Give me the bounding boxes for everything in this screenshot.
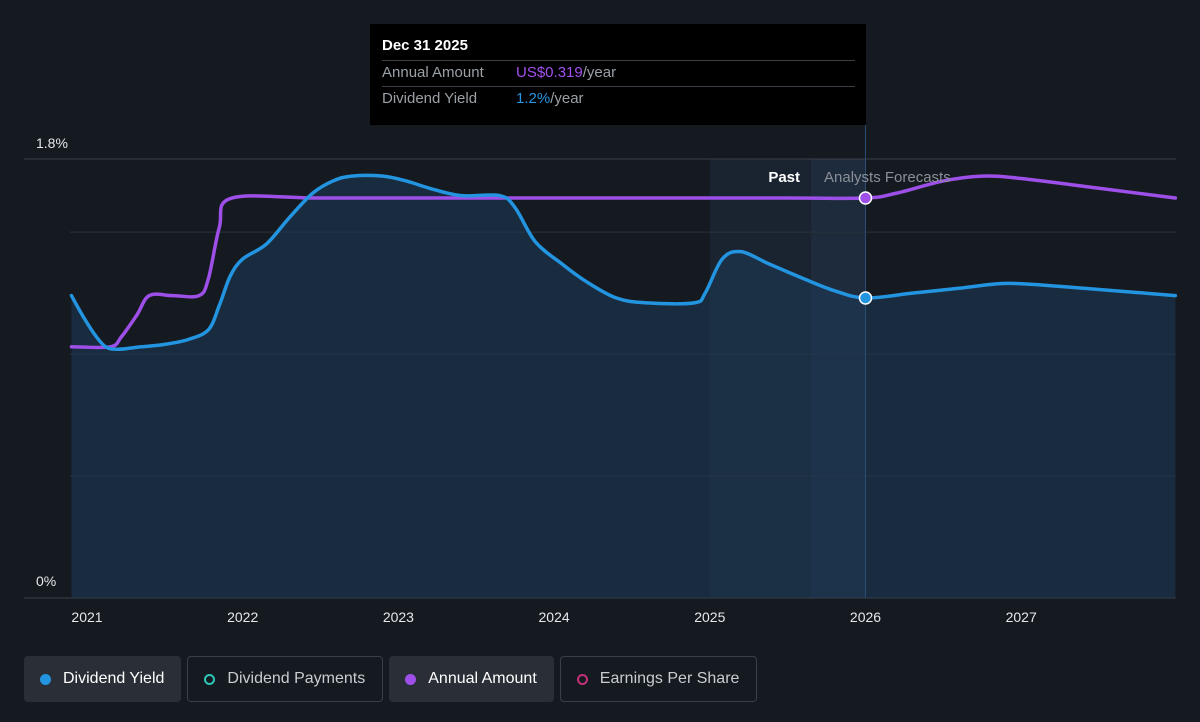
tooltip-row-dividend-yield: Dividend Yield 1.2% /year xyxy=(382,86,855,112)
x-tick-label: 2022 xyxy=(227,609,258,625)
dividend-yield-area xyxy=(71,175,1176,598)
y-tick-bottom: 0% xyxy=(36,573,56,589)
legend-dividend-payments[interactable]: Dividend Payments xyxy=(187,656,384,702)
tooltip-label: Annual Amount xyxy=(382,64,484,81)
legend-annual-amount[interactable]: Annual Amount xyxy=(389,656,554,702)
tooltip-value: 1.2% xyxy=(516,90,551,107)
legend-dot-icon xyxy=(204,673,216,685)
annual-amount-line xyxy=(69,174,1178,350)
tooltip-row-annual-amount: Annual Amount US$0.319 /year xyxy=(382,60,855,86)
dividend-yield-line xyxy=(69,173,1178,351)
tooltip: Dec 31 2025 Annual Amount US$0.319 /year… xyxy=(370,24,866,125)
legend-dot-icon xyxy=(576,673,588,685)
legend-dot-icon xyxy=(40,673,51,685)
tooltip-value: US$0.319 xyxy=(516,64,583,81)
legend-dividend-yield[interactable]: Dividend Yield xyxy=(24,656,182,702)
annual-amount-marker xyxy=(858,191,873,205)
dividend-yield-marker xyxy=(858,291,873,305)
x-tick-label: 2025 xyxy=(694,609,725,625)
legend-label: Earnings Per Share xyxy=(599,670,740,687)
x-tick-label: 2027 xyxy=(1006,609,1037,625)
legend-earnings-per-share[interactable]: Earnings Per Share xyxy=(559,656,758,702)
past-label: Past xyxy=(768,169,800,186)
legend-label: Dividend Payments xyxy=(227,670,366,687)
x-tick-label: 2026 xyxy=(850,609,881,625)
legend: Dividend Yield Dividend Payments Annual … xyxy=(24,656,758,702)
legend-label: Annual Amount xyxy=(428,670,537,687)
tooltip-unit: /year xyxy=(582,64,617,81)
x-tick-label: 2023 xyxy=(383,609,414,625)
tooltip-label: Dividend Yield xyxy=(382,90,478,107)
legend-label: Dividend Yield xyxy=(63,670,165,687)
tooltip-date: Dec 31 2025 xyxy=(382,37,468,54)
x-tick-label: 2024 xyxy=(539,609,570,625)
x-tick-label: 2021 xyxy=(71,609,102,625)
forecast-label: Analysts Forecasts xyxy=(824,169,951,186)
y-tick-top: 1.8% xyxy=(36,135,68,151)
legend-dot-icon xyxy=(405,673,417,685)
tooltip-unit: /year xyxy=(550,90,584,107)
